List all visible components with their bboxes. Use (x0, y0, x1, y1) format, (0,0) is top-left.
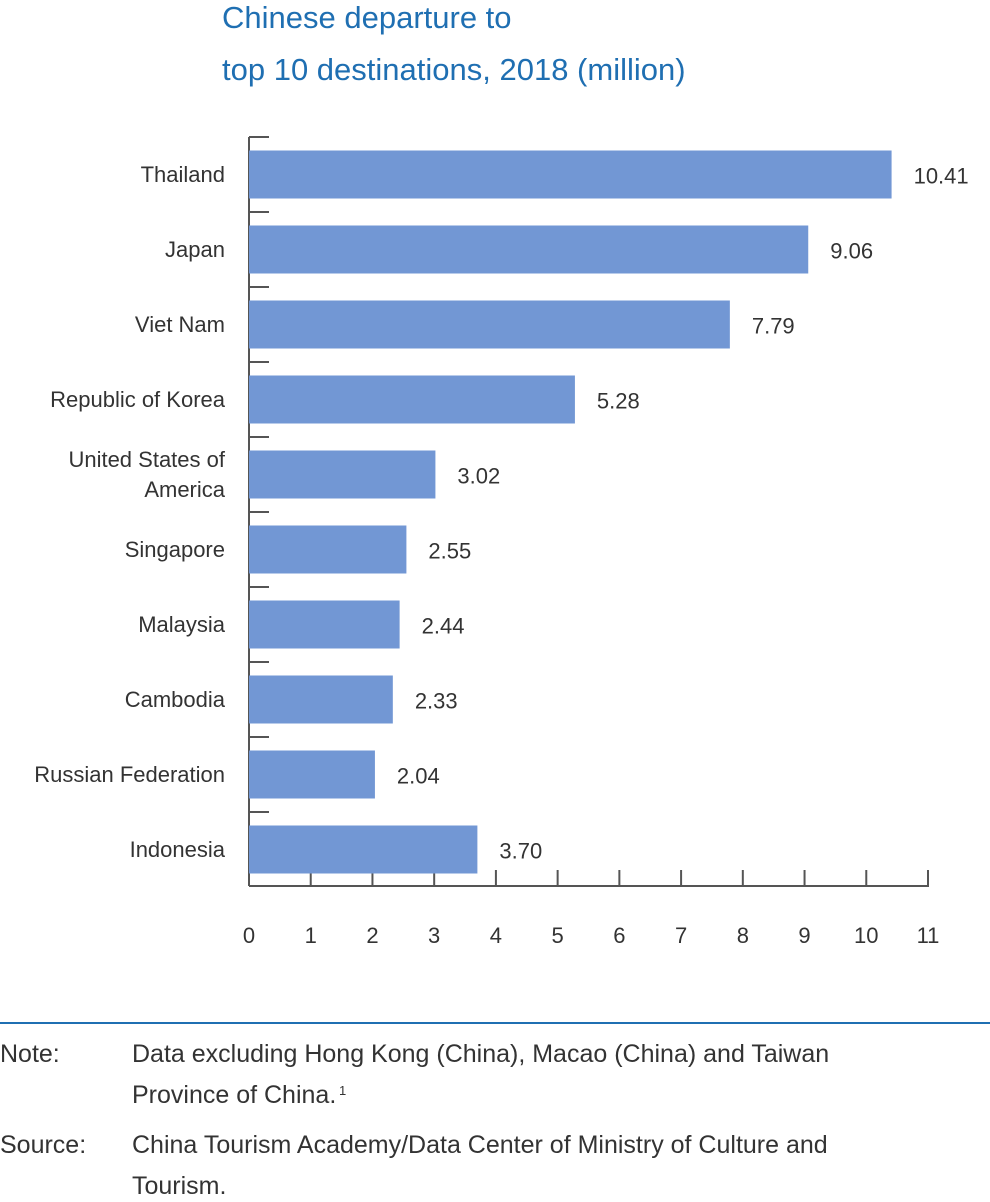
bar (249, 150, 892, 199)
value-label: 7.79 (752, 313, 795, 338)
category-label: Malaysia (138, 611, 225, 637)
x-tick-label: 1 (305, 923, 317, 948)
value-label: 5.28 (597, 388, 640, 413)
note-label: Note: (0, 1040, 60, 1068)
x-tick-label: 11 (917, 923, 940, 948)
footnote-ref: 1 (339, 1083, 347, 1098)
x-tick-label: 3 (428, 923, 440, 948)
note-label: Source: (0, 1131, 87, 1159)
value-label: 9.06 (830, 238, 873, 263)
category-label: Indonesia (129, 836, 225, 862)
note-text: Province of China. (132, 1081, 337, 1109)
bar (249, 375, 575, 424)
bar (249, 750, 375, 799)
bar (249, 600, 400, 649)
x-tick-label: 6 (613, 923, 625, 948)
x-tick-label: 0 (243, 923, 255, 948)
category-label: Russian Federation (34, 761, 225, 787)
chart-title: Chinese departure to (222, 0, 512, 35)
category-label: Cambodia (124, 686, 225, 712)
chart-title: top 10 destinations, 2018 (million) (222, 52, 686, 87)
bar (249, 675, 393, 724)
category-label: Japan (165, 236, 225, 262)
x-tick-label: 8 (737, 923, 749, 948)
value-label: 2.33 (415, 688, 458, 713)
bar (249, 300, 730, 349)
category-label: Singapore (124, 536, 225, 562)
x-tick-label: 5 (552, 923, 564, 948)
x-tick-label: 7 (675, 923, 687, 948)
bar (249, 825, 478, 874)
bar (249, 225, 809, 274)
x-tick-label: 2 (366, 923, 378, 948)
note-text: Data excluding Hong Kong (China), Macao … (132, 1040, 830, 1068)
category-label: Republic of Korea (50, 386, 225, 412)
value-label: 2.44 (422, 613, 465, 638)
x-tick-label: 10 (854, 923, 878, 948)
x-tick-label: 4 (490, 923, 502, 948)
note-text: China Tourism Academy/Data Center of Min… (132, 1131, 828, 1159)
value-label: 3.02 (457, 463, 500, 488)
value-label: 3.70 (499, 838, 542, 863)
category-label: Viet Nam (134, 311, 225, 337)
category-label: United States of America (68, 446, 225, 502)
note-text: Tourism. (132, 1172, 227, 1200)
bar (249, 525, 407, 574)
category-label: Thailand (140, 161, 225, 187)
value-label: 2.04 (397, 763, 440, 788)
value-label: 2.55 (428, 538, 471, 563)
bar (249, 450, 436, 499)
value-label: 10.41 (914, 163, 969, 188)
x-tick-label: 9 (798, 923, 810, 948)
